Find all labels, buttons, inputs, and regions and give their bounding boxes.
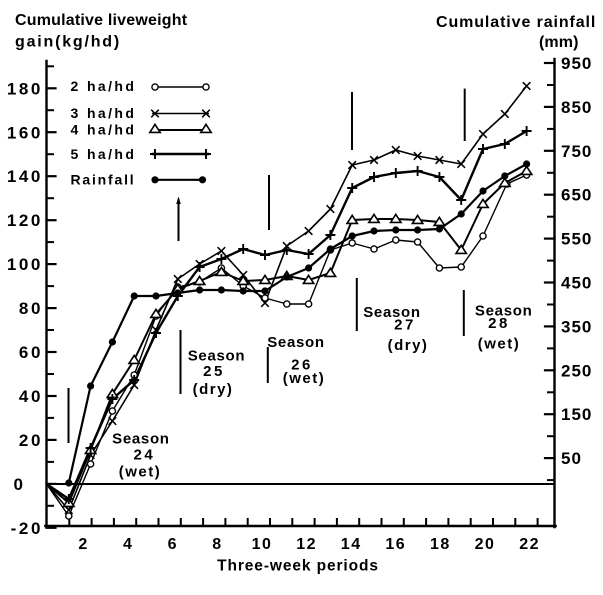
svg-text:26: 26 [291,357,313,374]
svg-text:Season: Season [363,304,421,321]
svg-text:16: 16 [385,536,406,553]
svg-text:Season: Season [267,334,325,351]
svg-text:4 ha/hd: 4 ha/hd [71,122,137,138]
svg-text:80: 80 [19,299,43,318]
svg-text:Three-week periods: Three-week periods [217,558,379,575]
svg-text:(dry): (dry) [193,381,234,398]
svg-text:22: 22 [519,536,540,553]
svg-text:2 ha/hd: 2 ha/hd [71,78,137,94]
svg-text:5 ha/hd: 5 ha/hd [71,146,137,162]
svg-text:2: 2 [78,536,88,553]
svg-text:0: 0 [13,475,25,494]
svg-text:850: 850 [561,98,592,117]
svg-text:250: 250 [561,361,592,380]
svg-text:(wet): (wet) [478,336,521,353]
svg-text:140: 140 [7,167,43,186]
svg-text:20: 20 [19,431,43,450]
svg-text:10: 10 [252,536,273,553]
svg-text:100: 100 [7,255,43,274]
svg-text:14: 14 [341,536,362,553]
svg-text:Season: Season [188,348,246,365]
svg-text:150: 150 [561,405,592,424]
svg-text:25: 25 [203,363,225,380]
svg-text:750: 750 [561,142,592,161]
svg-text:Rainfall: Rainfall [71,172,136,188]
svg-text:650: 650 [561,186,592,205]
svg-text:(dry): (dry) [388,337,429,354]
svg-text:4: 4 [123,536,133,553]
svg-text:Season: Season [112,431,170,448]
svg-text:450: 450 [561,274,592,293]
svg-text:60: 60 [19,343,43,362]
svg-text:(mm): (mm) [539,34,579,51]
svg-text:6: 6 [168,536,178,553]
svg-text:40: 40 [19,387,43,406]
svg-text:27: 27 [394,317,416,334]
svg-text:120: 120 [7,211,43,230]
svg-text:550: 550 [561,230,592,249]
svg-text:3 ha/hd: 3 ha/hd [71,105,137,121]
svg-text:8: 8 [212,536,222,553]
svg-text:(wet): (wet) [119,464,162,481]
svg-text:-20: -20 [11,519,43,538]
svg-text:gain(kg/hd): gain(kg/hd) [15,34,121,51]
svg-text:50: 50 [561,449,582,468]
svg-text:12: 12 [296,536,317,553]
svg-text:18: 18 [430,536,451,553]
svg-text:Cumulative rainfall: Cumulative rainfall [436,14,596,31]
svg-text:24: 24 [134,447,156,464]
svg-text:Season: Season [475,303,533,320]
svg-text:950: 950 [561,54,592,73]
svg-text:350: 350 [561,317,592,336]
svg-text:Cumulative liveweight: Cumulative liveweight [15,12,188,29]
svg-text:20: 20 [475,536,496,553]
svg-text:(wet): (wet) [283,370,326,387]
svg-text:28: 28 [488,315,510,332]
svg-text:180: 180 [7,79,43,98]
svg-text:160: 160 [7,123,43,142]
